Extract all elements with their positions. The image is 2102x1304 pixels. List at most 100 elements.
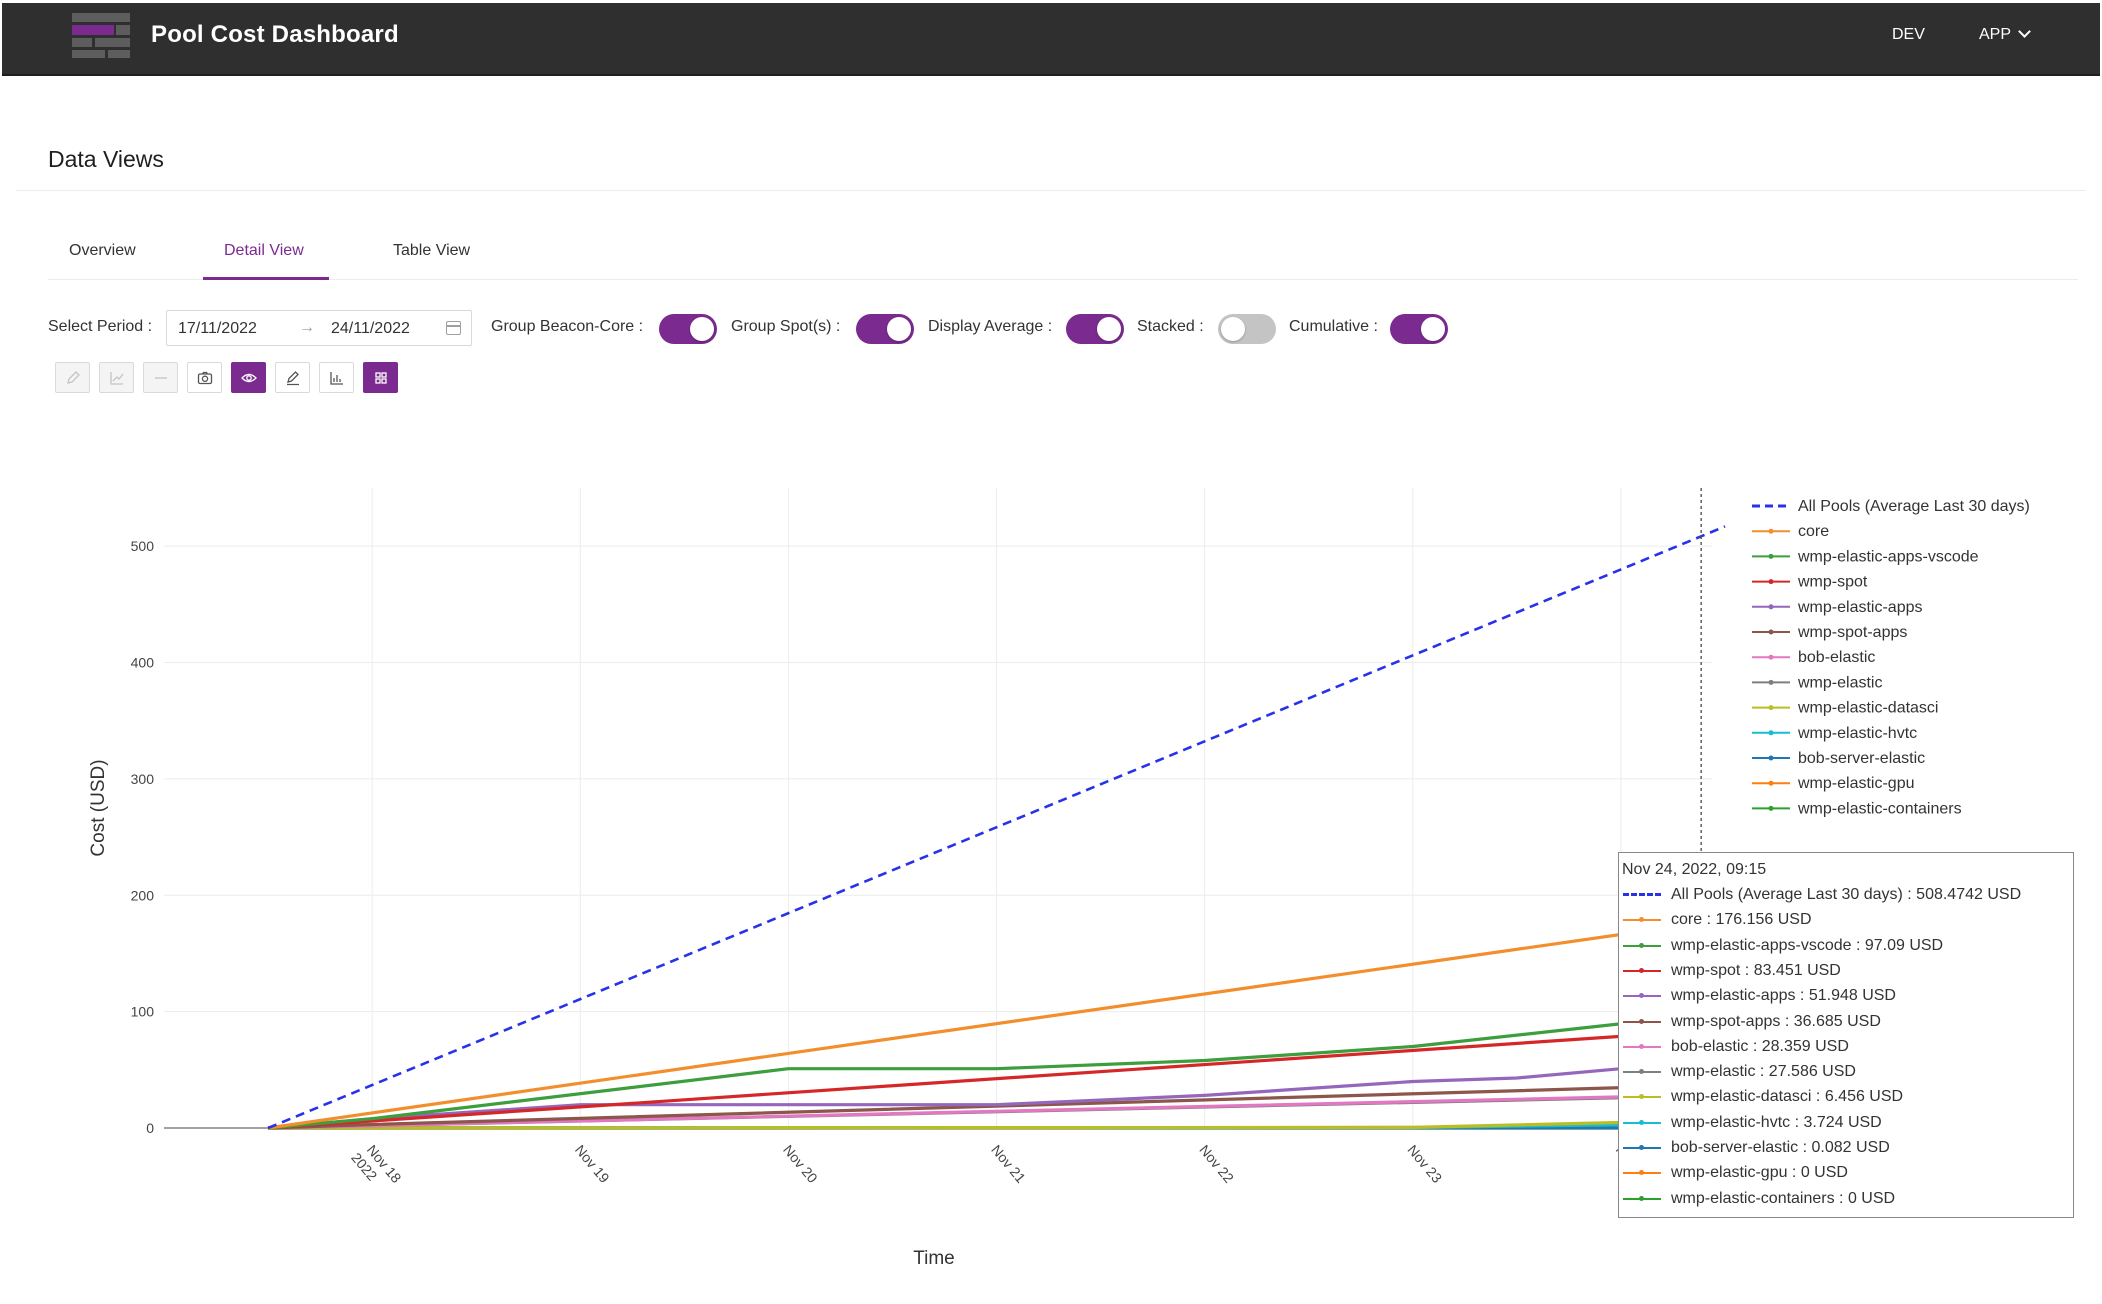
y-axis-title: Cost (USD) (88, 759, 109, 856)
pencil-icon[interactable] (55, 362, 90, 393)
tooltip-row: wmp-elastic-gpu : 0 USD (1623, 1161, 2071, 1186)
legend-marker (1768, 553, 1774, 559)
y-tick-label: 500 (131, 538, 155, 554)
legend-item[interactable]: wmp-elastic (1752, 674, 1882, 691)
x-tick-label: Nov 20 (780, 1142, 821, 1186)
view-tabs: Overview Detail View Table View (48, 232, 2078, 280)
x-tick-label: Nov 19 (572, 1142, 613, 1186)
tab-overview[interactable]: Overview (69, 242, 136, 259)
tooltip-row-text: wmp-elastic : 27.586 USD (1671, 1063, 1856, 1081)
tooltip-timestamp: Nov 24, 2022, 09:15 (1622, 861, 1767, 878)
legend-label: wmp-elastic-apps (1797, 599, 1922, 616)
y-tick-label: 0 (146, 1120, 154, 1136)
tooltip-marker (1639, 1119, 1644, 1125)
x-tick-group: Nov 20 (780, 1142, 821, 1186)
bar-chart-icon[interactable] (319, 362, 354, 393)
tooltip-row: wmp-elastic-hvtc : 3.724 USD (1623, 1111, 2071, 1136)
legend-item[interactable]: bob-elastic (1752, 649, 1875, 666)
app-logo[interactable] (72, 13, 130, 58)
legend-marker (1768, 679, 1774, 685)
legend-item[interactable]: wmp-spot-apps (1752, 624, 1907, 641)
x-tick-label: Nov 23 (1405, 1142, 1446, 1186)
x-tick-group: Nov 22 (1196, 1142, 1237, 1186)
series-line-wmp-elastic-apps-vscode[interactable] (267, 1013, 1702, 1130)
date-range-picker[interactable]: 17/11/2022 → 24/11/2022 (166, 310, 472, 346)
tooltip-row: wmp-spot-apps : 36.685 USD (1623, 1010, 2071, 1035)
tooltip-row: wmp-elastic-apps : 51.948 USD (1623, 984, 2071, 1009)
y-tick-label: 200 (131, 887, 155, 903)
group-beacon-core-toggle[interactable] (659, 314, 717, 344)
chart-legend[interactable]: All Pools (Average Last 30 days) core wmp-… (1752, 498, 2030, 817)
legend-marker (1768, 654, 1774, 660)
legend-item[interactable]: bob-server-elastic (1752, 750, 1925, 767)
display-average-toggle[interactable] (1066, 314, 1124, 344)
x-tick-label: Nov 21 (988, 1142, 1029, 1186)
legend-marker (1768, 755, 1774, 761)
legend-marker (1768, 780, 1774, 786)
app-title: Pool Cost Dashboard (151, 21, 399, 48)
series-line-core[interactable] (267, 921, 1702, 1130)
legend-item[interactable]: wmp-elastic-containers (1752, 800, 1962, 817)
series-line-wmp-elastic-apps[interactable] (267, 1066, 1702, 1130)
tooltip-row: All Pools (Average Last 30 days) : 508.4… (1623, 883, 2071, 908)
edit-icon[interactable] (275, 362, 310, 393)
page-title: Data Views (48, 146, 164, 172)
legend-item[interactable]: wmp-elastic-apps (1752, 599, 1922, 616)
grid-icon[interactable] (363, 362, 398, 393)
tooltip-row-text: wmp-elastic-containers : 0 USD (1671, 1189, 1896, 1207)
tooltip-swatch (1623, 993, 1661, 999)
legend-item[interactable]: wmp-elastic-datasci (1752, 700, 1938, 717)
chevron-down-icon (2018, 25, 2031, 38)
legend-item[interactable]: wmp-spot (1752, 574, 1868, 591)
cumulative-label: Cumulative : (1289, 318, 1378, 335)
tooltip-swatch (1623, 1195, 1661, 1201)
legend-label: wmp-elastic-hvtc (1797, 725, 1917, 742)
legend-marker (1768, 705, 1774, 711)
camera-icon[interactable] (187, 362, 222, 393)
tab-detail-view[interactable]: Detail View (224, 242, 304, 259)
tooltip-row-text: wmp-elastic-apps : 51.948 USD (1671, 987, 1896, 1005)
eye-icon[interactable] (231, 362, 266, 393)
nav-app-menu[interactable]: APP (1979, 25, 2031, 44)
legend-label: wmp-elastic-apps-vscode (1797, 548, 1979, 565)
tooltip-swatch (1623, 1170, 1661, 1176)
tab-table-view[interactable]: Table View (393, 242, 471, 259)
date-to-input[interactable]: 24/11/2022 (331, 320, 410, 337)
legend-label: wmp-spot (1797, 574, 1868, 591)
tooltip-row-text: wmp-elastic-hvtc : 3.724 USD (1671, 1113, 1882, 1131)
series-line-wmp-elastic-datasci[interactable] (268, 1118, 1702, 1130)
stacked-toggle[interactable] (1218, 314, 1276, 344)
toggle-knob (1221, 317, 1245, 341)
x-tick-label: Nov 22 (1196, 1142, 1237, 1186)
y-tick-label: 100 (131, 1004, 155, 1020)
nav-dev[interactable]: DEV (1892, 26, 1925, 43)
legend-item[interactable]: wmp-elastic-apps-vscode (1752, 548, 1979, 565)
calendar-icon[interactable] (446, 321, 461, 335)
cumulative-toggle[interactable] (1390, 314, 1448, 344)
group-spots-toggle[interactable] (856, 314, 914, 344)
legend-label: bob-server-elastic (1798, 750, 1925, 767)
legend-item[interactable]: All Pools (Average Last 30 days) (1752, 498, 2030, 515)
group-beacon-core-label: Group Beacon-Core : (491, 318, 644, 335)
legend-item[interactable]: wmp-elastic-gpu (1752, 775, 1914, 792)
tooltip-row: wmp-elastic-containers : 0 USD (1623, 1187, 2071, 1212)
legend-marker (1768, 528, 1774, 534)
tooltip-marker (1639, 1145, 1644, 1150)
legend-item[interactable]: wmp-elastic-hvtc (1752, 725, 1917, 742)
legend-marker (1768, 604, 1774, 610)
legend-marker (1768, 579, 1774, 585)
tooltip-marker (1639, 993, 1644, 999)
date-from-input[interactable]: 17/11/2022 (178, 320, 257, 337)
active-tab-indicator (203, 277, 329, 280)
x-axis-title: Time (913, 1248, 955, 1269)
minus-icon[interactable] (143, 362, 178, 393)
legend-item[interactable]: core (1752, 523, 1829, 540)
legend-label: wmp-elastic-datasci (1797, 700, 1938, 717)
tooltip-row-text: bob-elastic : 28.359 USD (1671, 1037, 1849, 1055)
tooltip-row-text: All Pools (Average Last 30 days) : 508.4… (1671, 886, 2022, 903)
line-chart-icon[interactable] (99, 362, 134, 393)
tooltip-row: wmp-elastic-apps-vscode : 97.09 USD (1623, 934, 2071, 959)
tooltip-swatch (1623, 1094, 1661, 1100)
